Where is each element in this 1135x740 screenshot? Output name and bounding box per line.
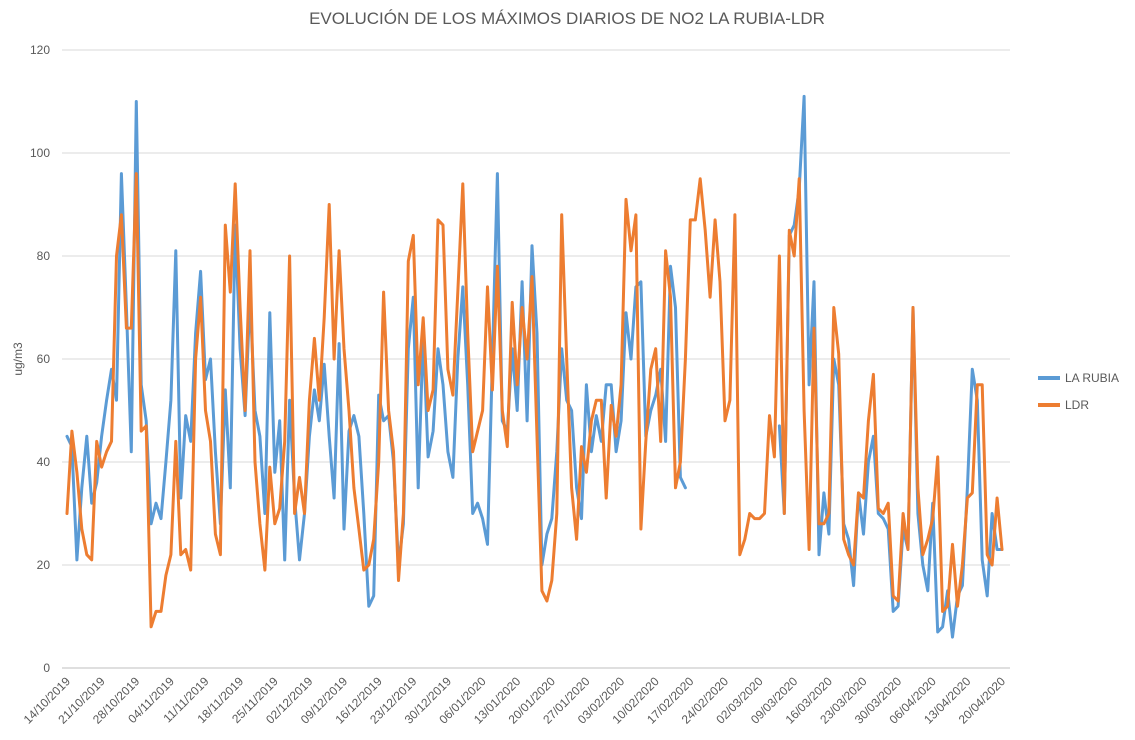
chart-title: EVOLUCIÓN DE LOS MÁXIMOS DIARIOS DE NO2 …	[309, 9, 825, 28]
y-tick-label: 0	[43, 661, 50, 675]
y-tick-label: 60	[37, 352, 51, 366]
y-axis-label: ug/m3	[11, 342, 25, 376]
legend-label: LA RUBIA	[1065, 371, 1119, 385]
y-tick-label: 40	[37, 455, 51, 469]
y-tick-label: 80	[37, 249, 51, 263]
legend-label: LDR	[1065, 398, 1089, 412]
y-tick-label: 100	[30, 146, 50, 160]
y-tick-label: 20	[37, 558, 51, 572]
series-line	[65, 172, 1004, 629]
y-tick-label: 120	[30, 43, 50, 57]
